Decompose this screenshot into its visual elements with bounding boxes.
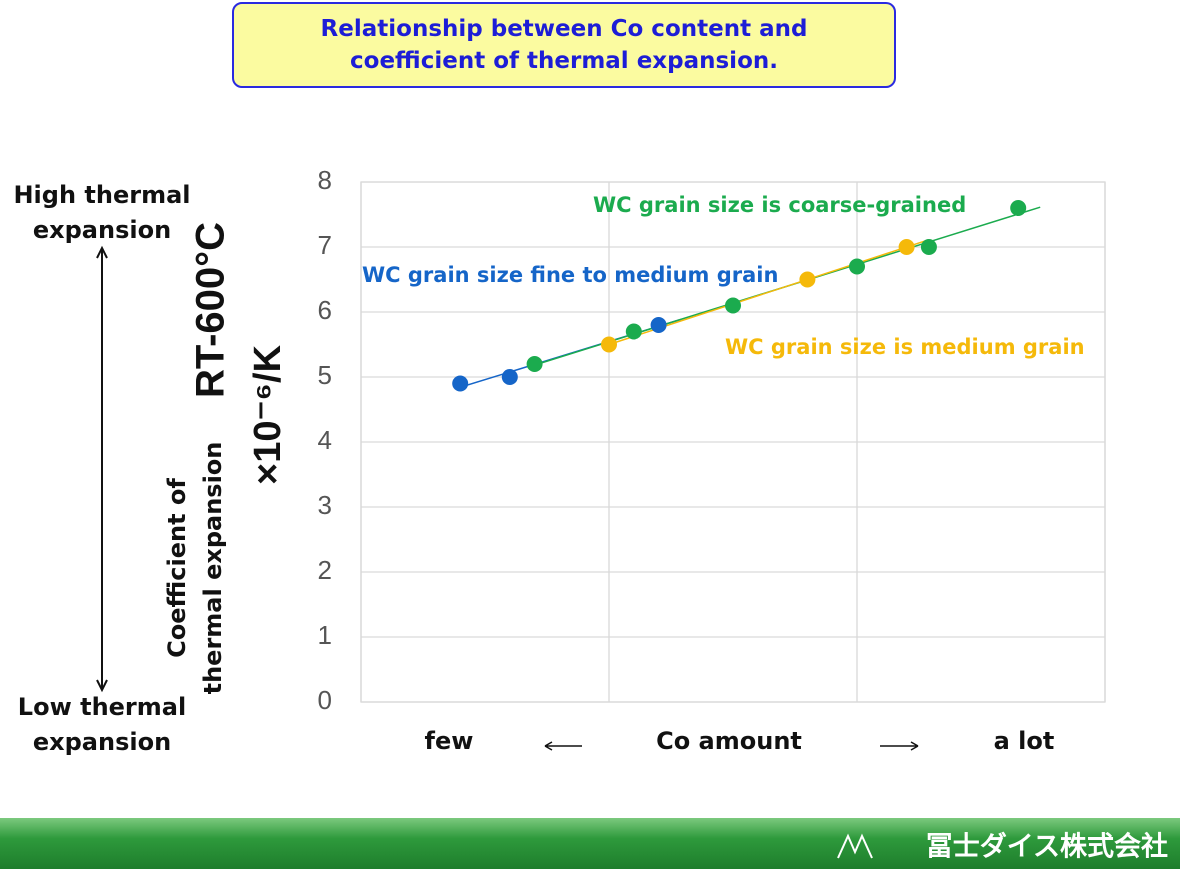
y-axis-label: RT-600°C — [189, 222, 233, 398]
y-tick-label: 2 — [318, 555, 332, 585]
plot: 0 1 2 3 4 5 6 7 8 WC grain size fine to medium gr… — [318, 165, 1106, 715]
series-label: WC grain size is medium grain — [725, 335, 1085, 359]
y-tick-label: 7 — [318, 230, 332, 260]
y-tick-label: 4 — [318, 425, 332, 455]
y-tick-label: 5 — [318, 360, 332, 390]
company-name: 冨士ダイス株式会社 — [926, 831, 1168, 863]
point — [725, 297, 741, 314]
y-tick-label: 3 — [318, 490, 332, 520]
point — [799, 271, 816, 288]
y-tick-label: 1 — [318, 620, 332, 650]
y-tick-label: 6 — [318, 295, 332, 325]
footer-bar — [0, 818, 1180, 869]
series-label: WC grain size is coarse-grained — [593, 193, 966, 217]
plot-border — [360, 181, 1106, 703]
arrow-heads — [96, 245, 108, 693]
chart-title: Relationship between Co content and coef… — [232, 2, 896, 88]
x-high-label: a lot — [994, 727, 1055, 755]
y-tick-label: 8 — [318, 165, 332, 195]
point — [526, 356, 543, 372]
x-arrows — [544, 741, 919, 751]
x-low-label: few — [425, 727, 474, 755]
y-description: thermal expansion — [199, 442, 227, 695]
series-label: WC grain size fine to medium grain — [362, 263, 778, 287]
point — [452, 375, 469, 392]
point — [849, 258, 865, 275]
high-label: High thermal expansion — [13, 181, 191, 244]
point — [625, 323, 642, 340]
low-label: Low thermal expansion — [17, 693, 187, 756]
x-axis-label: Co amount — [656, 727, 802, 755]
point — [650, 317, 667, 333]
y-axis-unit: ×10⁻⁶/K — [247, 344, 289, 485]
point — [898, 239, 915, 255]
point — [601, 336, 617, 353]
point — [1010, 200, 1027, 216]
y-tick-label: 0 — [318, 685, 332, 715]
logo — [837, 833, 873, 859]
point — [501, 369, 518, 385]
y-description: Coefficient of — [163, 478, 191, 658]
point — [920, 239, 937, 255]
